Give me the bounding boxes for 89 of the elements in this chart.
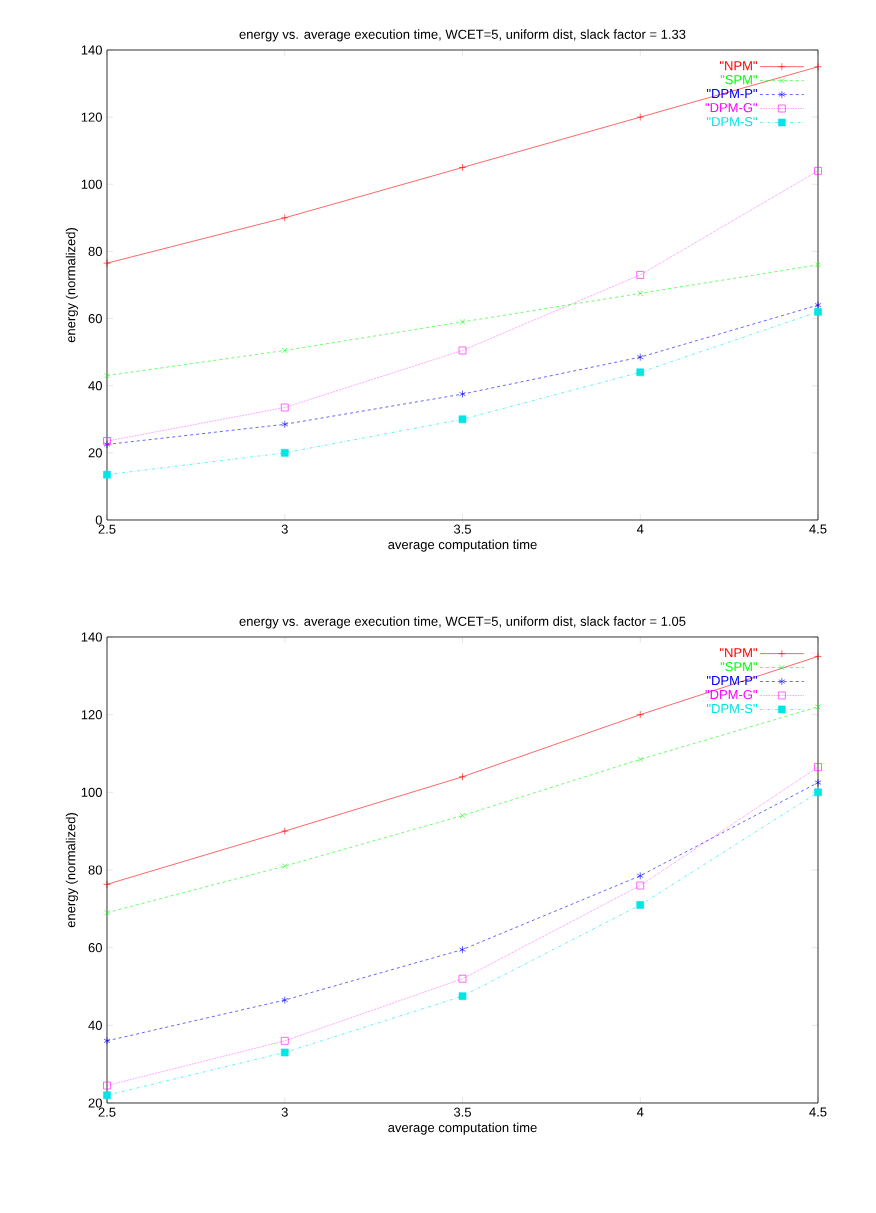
point (637, 290, 644, 297)
y-tick-label: 120 (81, 112, 102, 122)
point (103, 1091, 111, 1100)
point (636, 710, 645, 719)
legend-label: "DPM-G" (705, 102, 757, 113)
point (636, 368, 645, 377)
point (636, 872, 644, 880)
legend-label: "NPM" (719, 648, 757, 658)
point (103, 259, 111, 267)
point (814, 763, 822, 771)
point (103, 437, 111, 445)
point (636, 353, 644, 361)
legend-label: "DPM-S" (706, 117, 757, 127)
legend-label: "SPM" (720, 75, 757, 85)
point (814, 652, 822, 661)
point (636, 881, 645, 890)
point (459, 319, 466, 325)
point (281, 420, 289, 429)
point (103, 440, 111, 449)
point (280, 1037, 289, 1045)
y-tick-label: 80 (88, 865, 102, 875)
legend-label: "DPM-G" (705, 689, 757, 700)
point (280, 1048, 289, 1057)
y-tick-label: 60 (88, 943, 102, 953)
legend-label: "NPM" (719, 61, 757, 71)
point (815, 704, 821, 710)
x-tick-label: 3.5 (453, 524, 471, 534)
y-axis-title: energy (normalized) (65, 228, 78, 343)
point (280, 827, 289, 835)
point (814, 167, 822, 175)
y-tick-label: 100 (81, 179, 102, 189)
chart-title: energy vs. average execution time, WCET=5, uniform dist, slack factor = 1.05 (239, 616, 686, 629)
x-tick-label: 3 (281, 1107, 288, 1117)
point (459, 812, 466, 819)
x-tick-label: 2.5 (98, 1107, 116, 1117)
x-tick-label: 3.5 (453, 1107, 471, 1117)
point (814, 62, 822, 71)
x-axis-title: average computation time (388, 1122, 537, 1135)
legend-label: "DPM-P" (706, 89, 757, 99)
point (636, 271, 645, 279)
point (458, 992, 467, 1000)
y-tick-label: 100 (81, 787, 102, 797)
point (280, 403, 289, 412)
point (636, 113, 645, 121)
x-tick-label: 4.5 (809, 1107, 827, 1117)
y-tick-label: 140 (81, 632, 102, 642)
point (281, 863, 288, 869)
point (814, 788, 822, 797)
point (814, 778, 822, 787)
point (636, 901, 645, 909)
y-tick-label: 0 (95, 515, 102, 525)
point (637, 756, 644, 763)
point (459, 390, 466, 398)
point (459, 945, 466, 954)
x-axis-title: average computation time (388, 539, 537, 552)
point (103, 1037, 111, 1045)
y-tick-label: 40 (88, 1020, 102, 1030)
point (103, 1081, 111, 1090)
legend-label: "DPM-S" (706, 703, 757, 714)
y-tick-label: 20 (88, 1098, 102, 1108)
x-tick-label: 4 (636, 524, 644, 534)
x-tick-label: 4 (636, 1107, 644, 1117)
point (281, 347, 288, 354)
point (280, 214, 289, 222)
y-tick-label: 140 (81, 45, 102, 55)
point (814, 301, 822, 309)
y-tick-label: 80 (88, 246, 102, 257)
point (281, 996, 289, 1004)
point (458, 415, 467, 424)
point (458, 346, 467, 355)
y-tick-label: 20 (88, 448, 102, 458)
point (815, 262, 821, 268)
point (103, 880, 111, 889)
legend-label: "SPM" (720, 662, 757, 672)
y-tick-label: 60 (88, 313, 102, 324)
y-axis-title: energy (normalized) (65, 813, 78, 928)
point (458, 772, 467, 781)
y-tick-label: 40 (88, 381, 102, 391)
point (103, 470, 111, 479)
x-tick-label: 3 (281, 524, 288, 534)
point (104, 372, 110, 379)
x-tick-label: 4.5 (809, 524, 827, 534)
point (458, 974, 467, 983)
y-tick-label: 120 (81, 710, 102, 720)
chart-title: energy vs. average execution time, WCET=5, uniform dist, slack factor = 1.33 (239, 29, 686, 42)
point (104, 909, 110, 916)
x-tick-label: 2.5 (98, 524, 116, 534)
point (280, 449, 289, 457)
point (814, 308, 822, 316)
